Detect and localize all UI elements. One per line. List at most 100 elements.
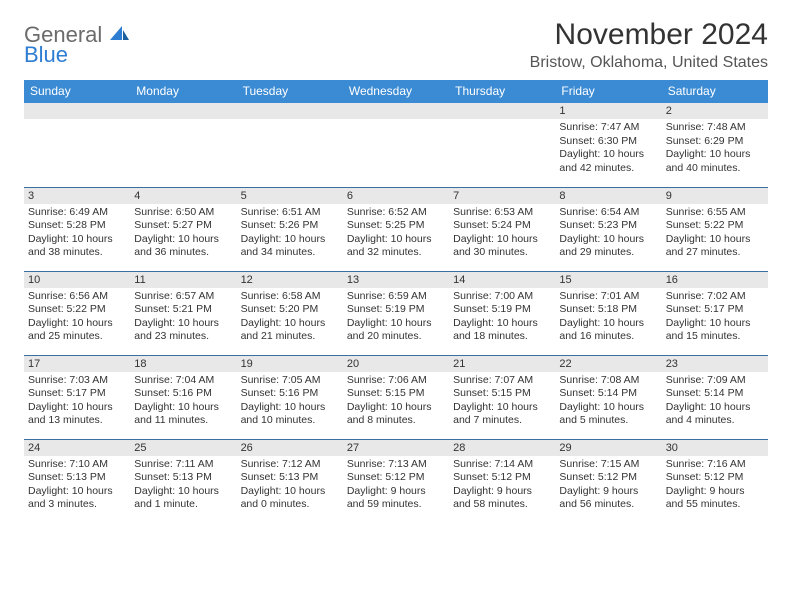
daylight-text: Daylight: 10 hours and 10 minutes. <box>241 401 339 428</box>
sunrise-text: Sunrise: 6:57 AM <box>134 290 232 304</box>
day-number: 28 <box>449 440 555 456</box>
day-content: 3Sunrise: 6:49 AMSunset: 5:28 PMDaylight… <box>24 188 130 265</box>
day-number: 4 <box>130 188 236 204</box>
sunset-text: Sunset: 5:24 PM <box>453 219 551 233</box>
sunrise-text: Sunrise: 6:53 AM <box>453 206 551 220</box>
day-info: Sunrise: 6:56 AMSunset: 5:22 PMDaylight:… <box>28 288 126 345</box>
day-content: 22Sunrise: 7:08 AMSunset: 5:14 PMDayligh… <box>555 356 661 433</box>
day-number: 29 <box>555 440 661 456</box>
day-content: 24Sunrise: 7:10 AMSunset: 5:13 PMDayligh… <box>24 440 130 517</box>
day-content: 27Sunrise: 7:13 AMSunset: 5:12 PMDayligh… <box>343 440 449 517</box>
day-number: 30 <box>662 440 768 456</box>
day-number: 6 <box>343 188 449 204</box>
sunset-text: Sunset: 5:21 PM <box>134 303 232 317</box>
col-saturday: Saturday <box>662 80 768 103</box>
sunset-text: Sunset: 5:13 PM <box>241 471 339 485</box>
calendar-table: Sunday Monday Tuesday Wednesday Thursday… <box>24 80 768 523</box>
day-content: 30Sunrise: 7:16 AMSunset: 5:12 PMDayligh… <box>662 440 768 517</box>
day-cell: 28Sunrise: 7:14 AMSunset: 5:12 PMDayligh… <box>449 439 555 523</box>
sunrise-text: Sunrise: 7:03 AM <box>28 374 126 388</box>
sunset-text: Sunset: 5:14 PM <box>666 387 764 401</box>
sunrise-text: Sunrise: 7:12 AM <box>241 458 339 472</box>
header: General Blue November 2024 Bristow, Okla… <box>24 18 768 72</box>
day-content-empty <box>449 103 555 123</box>
sunrise-text: Sunrise: 7:14 AM <box>453 458 551 472</box>
day-number: 24 <box>24 440 130 456</box>
day-number-empty <box>24 103 130 119</box>
day-content-empty <box>237 103 343 123</box>
day-content: 2Sunrise: 7:48 AMSunset: 6:29 PMDaylight… <box>662 103 768 180</box>
daylight-text: Daylight: 10 hours and 7 minutes. <box>453 401 551 428</box>
day-number: 2 <box>662 103 768 119</box>
sunrise-text: Sunrise: 7:16 AM <box>666 458 764 472</box>
day-cell <box>237 103 343 187</box>
week-row: 1Sunrise: 7:47 AMSunset: 6:30 PMDaylight… <box>24 103 768 187</box>
day-cell: 30Sunrise: 7:16 AMSunset: 5:12 PMDayligh… <box>662 439 768 523</box>
day-content: 5Sunrise: 6:51 AMSunset: 5:26 PMDaylight… <box>237 188 343 265</box>
day-content: 10Sunrise: 6:56 AMSunset: 5:22 PMDayligh… <box>24 272 130 349</box>
day-content: 14Sunrise: 7:00 AMSunset: 5:19 PMDayligh… <box>449 272 555 349</box>
day-info: Sunrise: 7:04 AMSunset: 5:16 PMDaylight:… <box>134 372 232 429</box>
daylight-text: Daylight: 10 hours and 32 minutes. <box>347 233 445 260</box>
day-cell: 18Sunrise: 7:04 AMSunset: 5:16 PMDayligh… <box>130 355 236 439</box>
day-number-empty <box>130 103 236 119</box>
day-info: Sunrise: 7:03 AMSunset: 5:17 PMDaylight:… <box>28 372 126 429</box>
daylight-text: Daylight: 10 hours and 30 minutes. <box>453 233 551 260</box>
day-number: 5 <box>237 188 343 204</box>
daylight-text: Daylight: 10 hours and 40 minutes. <box>666 148 764 175</box>
day-cell: 26Sunrise: 7:12 AMSunset: 5:13 PMDayligh… <box>237 439 343 523</box>
day-content: 21Sunrise: 7:07 AMSunset: 5:15 PMDayligh… <box>449 356 555 433</box>
daylight-text: Daylight: 10 hours and 13 minutes. <box>28 401 126 428</box>
day-cell <box>449 103 555 187</box>
day-content: 8Sunrise: 6:54 AMSunset: 5:23 PMDaylight… <box>555 188 661 265</box>
day-cell: 22Sunrise: 7:08 AMSunset: 5:14 PMDayligh… <box>555 355 661 439</box>
col-thursday: Thursday <box>449 80 555 103</box>
daylight-text: Daylight: 10 hours and 25 minutes. <box>28 317 126 344</box>
sunrise-text: Sunrise: 6:49 AM <box>28 206 126 220</box>
sunset-text: Sunset: 5:27 PM <box>134 219 232 233</box>
sunset-text: Sunset: 5:13 PM <box>28 471 126 485</box>
daylight-text: Daylight: 9 hours and 59 minutes. <box>347 485 445 512</box>
day-content-empty <box>130 103 236 123</box>
day-info: Sunrise: 7:06 AMSunset: 5:15 PMDaylight:… <box>347 372 445 429</box>
sunset-text: Sunset: 5:12 PM <box>347 471 445 485</box>
day-info: Sunrise: 7:11 AMSunset: 5:13 PMDaylight:… <box>134 456 232 513</box>
sunrise-text: Sunrise: 6:50 AM <box>134 206 232 220</box>
day-number: 13 <box>343 272 449 288</box>
daylight-text: Daylight: 10 hours and 34 minutes. <box>241 233 339 260</box>
day-content: 7Sunrise: 6:53 AMSunset: 5:24 PMDaylight… <box>449 188 555 265</box>
day-content: 6Sunrise: 6:52 AMSunset: 5:25 PMDaylight… <box>343 188 449 265</box>
day-info: Sunrise: 6:55 AMSunset: 5:22 PMDaylight:… <box>666 204 764 261</box>
day-content: 9Sunrise: 6:55 AMSunset: 5:22 PMDaylight… <box>662 188 768 265</box>
day-info: Sunrise: 7:14 AMSunset: 5:12 PMDaylight:… <box>453 456 551 513</box>
sunset-text: Sunset: 5:23 PM <box>559 219 657 233</box>
sunset-text: Sunset: 5:19 PM <box>347 303 445 317</box>
daylight-text: Daylight: 10 hours and 42 minutes. <box>559 148 657 175</box>
daylight-text: Daylight: 10 hours and 1 minute. <box>134 485 232 512</box>
daylight-text: Daylight: 10 hours and 3 minutes. <box>28 485 126 512</box>
sunset-text: Sunset: 5:12 PM <box>666 471 764 485</box>
sunset-text: Sunset: 5:26 PM <box>241 219 339 233</box>
sunset-text: Sunset: 5:20 PM <box>241 303 339 317</box>
day-info: Sunrise: 7:48 AMSunset: 6:29 PMDaylight:… <box>666 119 764 176</box>
sunrise-text: Sunrise: 7:13 AM <box>347 458 445 472</box>
day-content: 15Sunrise: 7:01 AMSunset: 5:18 PMDayligh… <box>555 272 661 349</box>
day-info: Sunrise: 7:05 AMSunset: 5:16 PMDaylight:… <box>241 372 339 429</box>
day-cell: 17Sunrise: 7:03 AMSunset: 5:17 PMDayligh… <box>24 355 130 439</box>
sunset-text: Sunset: 5:25 PM <box>347 219 445 233</box>
day-cell: 12Sunrise: 6:58 AMSunset: 5:20 PMDayligh… <box>237 271 343 355</box>
logo-line2: Blue <box>24 44 130 66</box>
sunset-text: Sunset: 5:18 PM <box>559 303 657 317</box>
day-info: Sunrise: 6:58 AMSunset: 5:20 PMDaylight:… <box>241 288 339 345</box>
day-number-empty <box>343 103 449 119</box>
daylight-text: Daylight: 10 hours and 38 minutes. <box>28 233 126 260</box>
daylight-text: Daylight: 10 hours and 18 minutes. <box>453 317 551 344</box>
daylight-text: Daylight: 10 hours and 5 minutes. <box>559 401 657 428</box>
sunset-text: Sunset: 5:15 PM <box>347 387 445 401</box>
day-info: Sunrise: 7:13 AMSunset: 5:12 PMDaylight:… <box>347 456 445 513</box>
week-row: 10Sunrise: 6:56 AMSunset: 5:22 PMDayligh… <box>24 271 768 355</box>
day-info: Sunrise: 7:02 AMSunset: 5:17 PMDaylight:… <box>666 288 764 345</box>
day-number: 26 <box>237 440 343 456</box>
day-cell: 29Sunrise: 7:15 AMSunset: 5:12 PMDayligh… <box>555 439 661 523</box>
day-cell: 15Sunrise: 7:01 AMSunset: 5:18 PMDayligh… <box>555 271 661 355</box>
